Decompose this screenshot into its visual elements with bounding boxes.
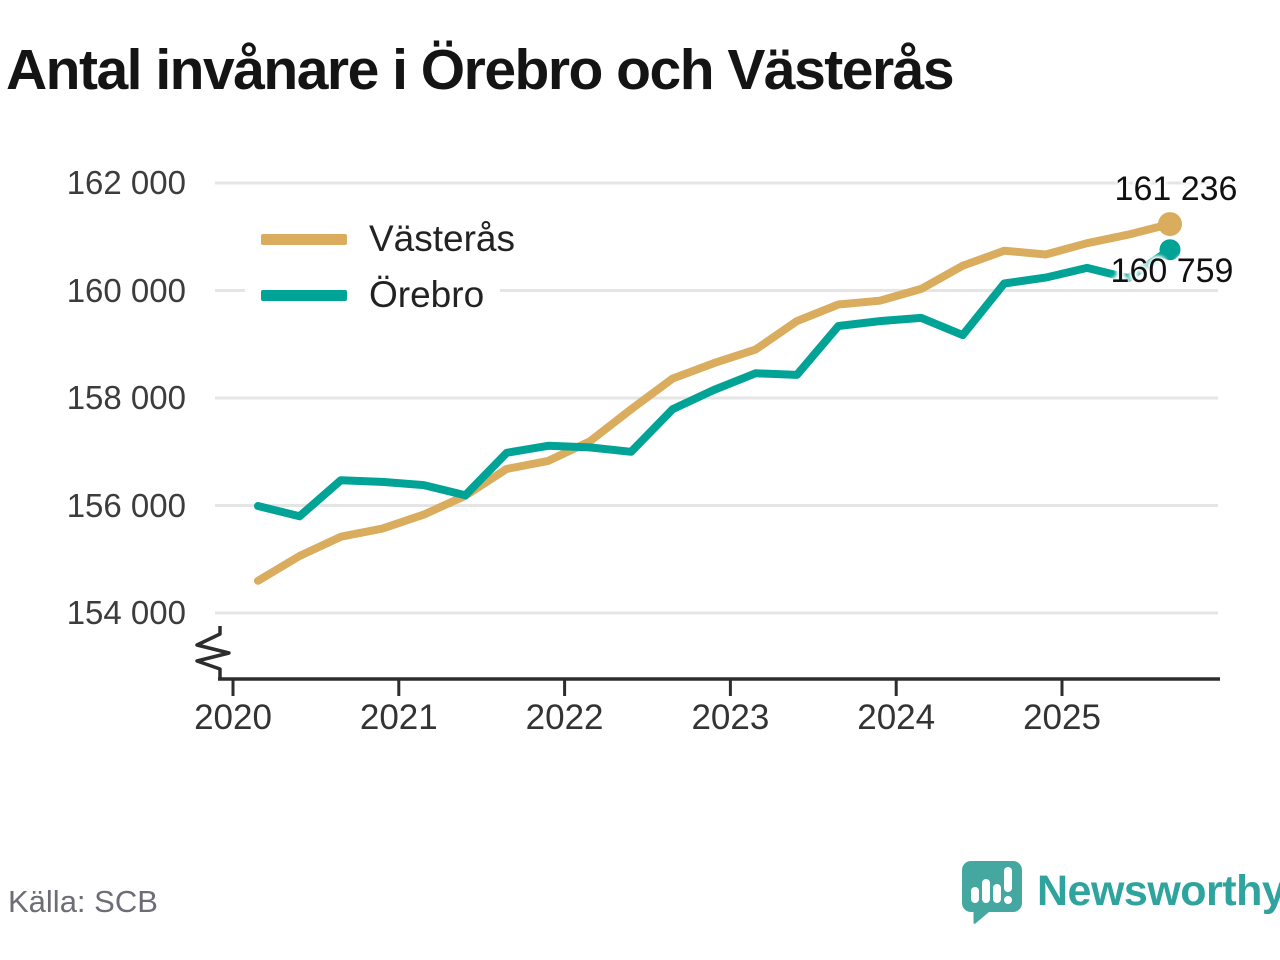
- newsworthy-wordmark: Newsworthy: [1037, 867, 1280, 915]
- end-dot-vasteras: [1158, 212, 1182, 237]
- x-axis-tick-label: 2025: [1023, 698, 1101, 737]
- series-line-orebro: [254, 245, 1174, 521]
- x-axis-tick-label: 2021: [359, 698, 438, 737]
- newsworthy-logo: Newsworthy: [961, 860, 1280, 926]
- series-lines: [254, 220, 1174, 585]
- y-axis-tick-label: 158 000: [66, 379, 186, 416]
- legend-item-vasteras: Västerås: [245, 212, 532, 266]
- y-axis-tick-label: 156 000: [66, 486, 186, 524]
- legend-item-orebro: Örebro: [245, 268, 501, 322]
- source-note: Källa: SCB: [8, 884, 158, 919]
- y-axis-tick-label: 160 000: [66, 271, 186, 309]
- legend-label-orebro: Örebro: [369, 274, 485, 315]
- series-line-vasteras: [254, 220, 1174, 585]
- x-axis-ticks: [231, 679, 1064, 696]
- end-value-orebro: 160 759: [1110, 252, 1234, 290]
- legend-swatch-vasteras-icon: [261, 233, 347, 245]
- y-axis-break-icon: [195, 626, 231, 680]
- chart-title: Antal invånare i Örebro och Västerås: [6, 38, 955, 102]
- series-end-dots: [1158, 212, 1182, 261]
- y-axis-tick-label: 162 000: [66, 164, 186, 201]
- end-value-vasteras: 161 236: [1114, 170, 1238, 208]
- x-axis-tick-label: 2023: [691, 698, 770, 737]
- x-axis-tick-label: 2020: [194, 698, 272, 737]
- line-chart-plot: [195, 181, 1220, 696]
- newsworthy-badge-icon: [962, 861, 1022, 925]
- x-axis-tick-label: 2022: [525, 698, 604, 737]
- x-axis-tick-label: 2024: [857, 698, 936, 737]
- y-axis-tick-label: 154 000: [66, 594, 186, 631]
- legend-swatch-orebro-icon: [261, 289, 347, 301]
- end-dot-orebro: [1159, 239, 1181, 261]
- legend-label-vasteras: Västerås: [369, 218, 516, 259]
- legend: Västerås Örebro: [245, 212, 532, 324]
